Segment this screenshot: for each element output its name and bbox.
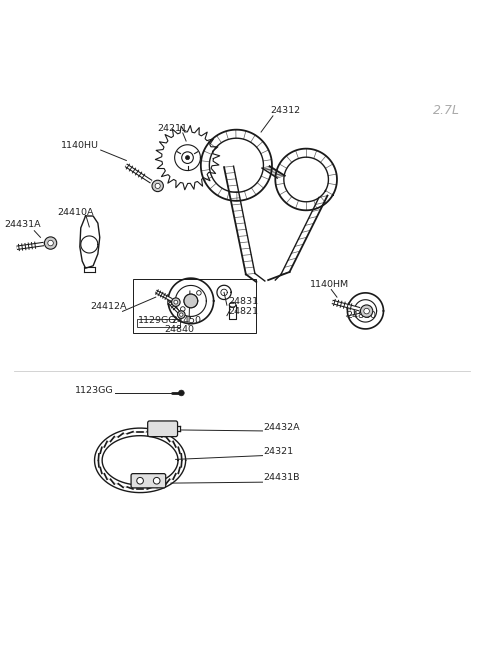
- Circle shape: [178, 311, 185, 318]
- Circle shape: [360, 305, 373, 317]
- Text: 24321: 24321: [264, 447, 294, 456]
- Text: 24831: 24831: [228, 297, 258, 306]
- Circle shape: [180, 313, 183, 316]
- Text: 24431A: 24431A: [5, 220, 41, 229]
- Text: 24410A: 24410A: [57, 208, 93, 217]
- Text: 1123GG: 1123GG: [75, 386, 113, 395]
- Text: 24840: 24840: [165, 326, 194, 334]
- Circle shape: [48, 240, 53, 246]
- Circle shape: [174, 300, 178, 304]
- Text: 24432A: 24432A: [264, 422, 300, 432]
- Text: 24412A: 24412A: [90, 303, 127, 312]
- Text: 1140HU: 1140HU: [61, 141, 99, 150]
- FancyBboxPatch shape: [148, 421, 178, 437]
- Circle shape: [182, 152, 193, 164]
- FancyBboxPatch shape: [131, 474, 166, 488]
- Circle shape: [185, 156, 190, 160]
- Circle shape: [171, 298, 180, 307]
- Circle shape: [184, 294, 198, 308]
- Text: 24821: 24821: [228, 307, 258, 316]
- Circle shape: [180, 307, 185, 311]
- Circle shape: [364, 309, 370, 314]
- Circle shape: [44, 237, 57, 249]
- Circle shape: [179, 390, 184, 396]
- Circle shape: [197, 291, 201, 295]
- Text: 2.7L: 2.7L: [433, 103, 460, 117]
- Ellipse shape: [229, 303, 236, 307]
- Text: 24211: 24211: [157, 124, 187, 132]
- Text: 1140HM: 1140HM: [311, 280, 349, 289]
- Text: 24312: 24312: [271, 106, 301, 115]
- Circle shape: [152, 180, 163, 192]
- Circle shape: [154, 477, 160, 484]
- Circle shape: [361, 307, 370, 315]
- Text: 24450: 24450: [171, 316, 201, 325]
- Text: 24810: 24810: [347, 311, 376, 320]
- Circle shape: [137, 477, 144, 484]
- Circle shape: [155, 183, 160, 189]
- Text: 1129GG: 1129GG: [138, 316, 176, 325]
- Text: 24431B: 24431B: [264, 474, 300, 482]
